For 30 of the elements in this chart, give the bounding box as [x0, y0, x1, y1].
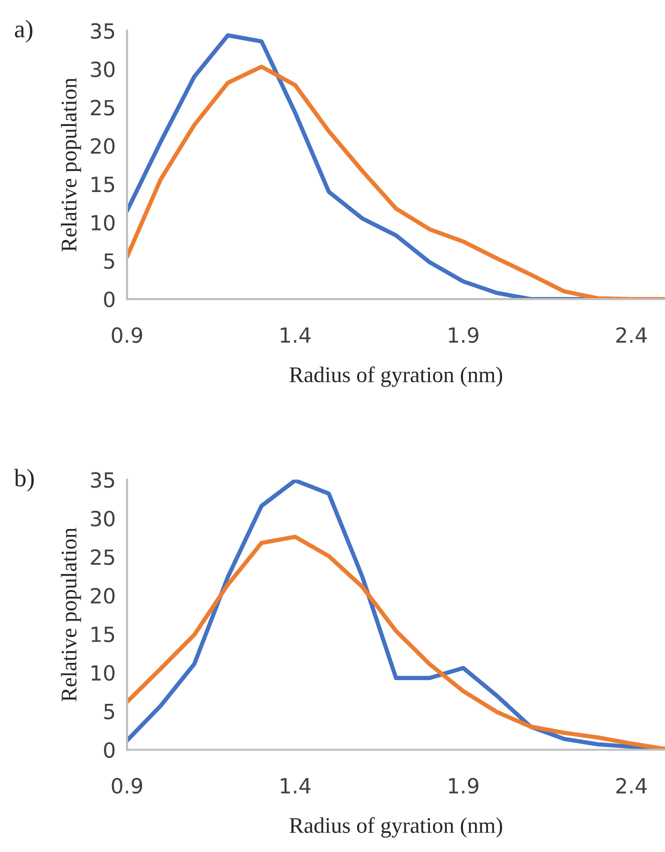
y-tick-label: 0 — [104, 292, 115, 308]
x-axis-title: Radius of gyration (nm) — [290, 817, 502, 838]
y-tick-label: 10 — [92, 665, 115, 681]
x-tick-label: 1.4 — [280, 327, 311, 343]
x-tick-label: 2.4 — [616, 327, 647, 343]
x-tick-label: 1.9 — [448, 778, 478, 794]
y-tick-label: 30 — [90, 510, 115, 526]
y-axis-title: Relative population — [60, 528, 82, 702]
x-tick-label: 2.4 — [616, 778, 647, 794]
y-tick-label: 25 — [90, 549, 114, 566]
y-axis-title: Relative population — [60, 78, 82, 252]
y-tick-label: 30 — [90, 61, 115, 78]
y-tick-label: 35 — [90, 472, 114, 488]
x-tick-label: 1.9 — [448, 327, 478, 343]
y-tick-label: 20 — [90, 138, 115, 154]
y-tick-label: 25 — [90, 100, 114, 116]
y-tick-label: 15 — [92, 626, 114, 642]
x-tick-label: 1.4 — [280, 778, 311, 794]
x-tick-label: 0.9 — [112, 327, 142, 343]
x-tick-label: 0.9 — [112, 778, 142, 794]
y-tick-label: 5 — [104, 704, 114, 720]
y-tick-label: 0 — [104, 742, 115, 758]
y-tick-label: 5 — [104, 253, 114, 269]
text: b) — [14, 468, 34, 492]
text: a) — [14, 20, 32, 43]
y-tick-label: 20 — [90, 588, 115, 604]
x-axis-title: Radius of gyration (nm) — [290, 366, 502, 387]
y-tick-label: 15 — [92, 176, 114, 192]
y-tick-label: 10 — [92, 214, 115, 231]
y-tick-label: 35 — [90, 23, 114, 39]
